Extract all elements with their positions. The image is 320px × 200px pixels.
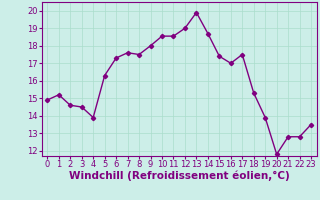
X-axis label: Windchill (Refroidissement éolien,°C): Windchill (Refroidissement éolien,°C) [69, 171, 290, 181]
